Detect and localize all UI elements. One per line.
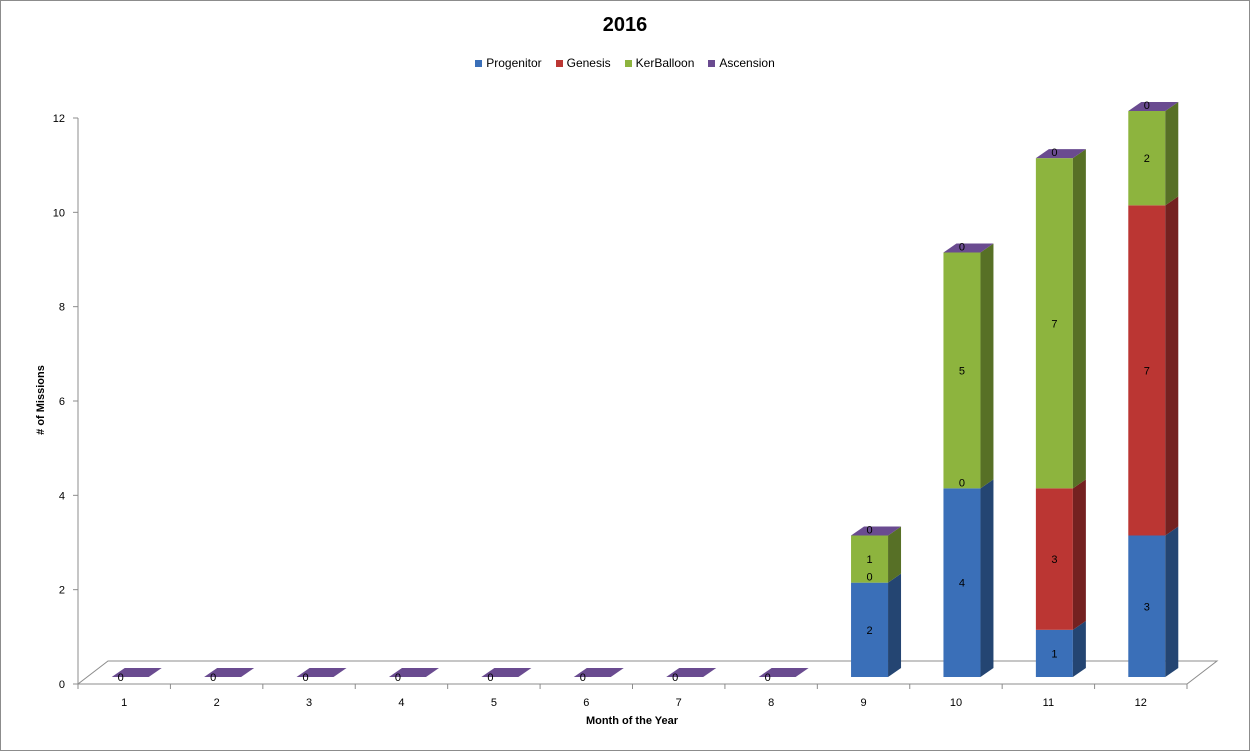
bar-top-cap	[943, 243, 994, 253]
y-tick-label: 4	[59, 490, 65, 502]
bar-segment-kerballoon-front	[1035, 158, 1073, 489]
data-label: 0	[395, 672, 401, 684]
x-axis-label: Month of the Year	[585, 715, 679, 727]
data-label: 0	[1144, 100, 1150, 112]
bar-segment-kerballoon-side	[1072, 149, 1086, 489]
legend-label-progenitor: Progenitor	[486, 56, 542, 70]
x-tick-label: 5	[491, 697, 497, 709]
chart-title: 2016	[602, 14, 648, 36]
data-label: 0	[210, 672, 216, 684]
bar-segment-progenitor-front	[1035, 629, 1073, 677]
bar-segment-kerballoon-front	[1128, 111, 1166, 206]
data-label: 2	[1144, 153, 1150, 165]
data-label: 2	[866, 625, 872, 637]
legend-item-kerballoon: KerBalloon	[624, 56, 695, 70]
data-label: 0	[959, 242, 965, 254]
bar-segment-progenitor-front	[943, 488, 981, 677]
data-label: 1	[866, 554, 872, 566]
x-tick-label: 6	[583, 697, 589, 709]
data-label: 0	[302, 672, 308, 684]
x-tick-label: 11	[1043, 697, 1054, 709]
bar-segment-progenitor-front	[851, 582, 889, 677]
y-tick-label: 0	[59, 679, 65, 691]
x-tick-label: 2	[214, 697, 220, 709]
bar-segment-kerballoon-side	[1165, 102, 1179, 206]
y-tick-label: 10	[53, 207, 65, 219]
x-tick-label: 1	[121, 697, 127, 709]
legend-item-progenitor: Progenitor	[475, 56, 542, 70]
data-label: 4	[959, 578, 965, 590]
data-label: 5	[959, 365, 965, 377]
x-tick-label: 9	[860, 697, 866, 709]
data-label: 0	[118, 672, 124, 684]
bar-segment-progenitor-front	[1128, 535, 1166, 677]
chart-legend: Progenitor Genesis KerBalloon Ascension	[0, 56, 1250, 70]
bar-top-cap	[851, 526, 902, 536]
bar-segment-kerballoon-front	[943, 252, 981, 489]
bar-segment-progenitor-side	[1072, 620, 1086, 677]
y-tick-label: 12	[53, 113, 65, 125]
bar-top-cap	[204, 668, 255, 677]
bar-top-cap	[111, 668, 162, 677]
y-tick-label: 8	[59, 302, 65, 314]
data-label: 0	[1051, 147, 1057, 159]
x-tick-label: 10	[950, 697, 962, 709]
data-label: 0	[959, 477, 965, 489]
bar-segment-progenitor-side	[1165, 526, 1179, 677]
bar-top-cap	[296, 668, 347, 677]
legend-label-kerballoon: KerBalloon	[635, 56, 695, 70]
legend-swatch-progenitor	[475, 59, 483, 67]
bar-top-cap	[481, 668, 532, 677]
bar-top-cap	[1128, 102, 1179, 111]
data-label: 0	[672, 672, 678, 684]
data-label: 7	[1144, 365, 1150, 377]
bar-top-cap	[573, 668, 624, 677]
legend-swatch-kerballoon	[624, 59, 632, 67]
data-label: 3	[1051, 554, 1057, 566]
bar-segment-kerballoon-side	[888, 526, 902, 583]
bar-segment-genesis-front	[1035, 488, 1073, 630]
data-label: 0	[866, 525, 872, 537]
bar-top-cap	[1035, 149, 1086, 159]
x-tick-label: 7	[676, 697, 682, 709]
legend-label-genesis: Genesis	[566, 56, 611, 70]
bar-top-cap	[758, 668, 809, 677]
y-tick-label: 6	[59, 396, 65, 408]
x-tick-label: 4	[398, 697, 404, 709]
data-label: 0	[866, 572, 872, 584]
bar-segment-genesis-side	[1165, 196, 1179, 536]
legend-item-genesis: Genesis	[555, 56, 611, 70]
bar-segment-kerballoon-side	[980, 243, 994, 489]
x-tick-label: 8	[768, 697, 774, 709]
x-tick-label: 3	[306, 697, 312, 709]
bar-segment-kerballoon-front	[851, 535, 889, 583]
data-label: 3	[1144, 601, 1150, 613]
data-label: 1	[1051, 648, 1057, 660]
bar-segment-progenitor-side	[980, 479, 994, 677]
bar-segment-genesis-side	[1072, 479, 1086, 630]
data-label: 0	[487, 672, 493, 684]
data-label: 0	[580, 672, 586, 684]
legend-item-ascension: Ascension	[708, 56, 775, 70]
legend-swatch-ascension	[708, 59, 716, 67]
legend-swatch-genesis	[555, 59, 563, 67]
bar-segment-progenitor-side	[888, 573, 902, 677]
data-label: 0	[765, 672, 771, 684]
legend-label-ascension: Ascension	[719, 56, 775, 70]
data-label: 7	[1051, 318, 1057, 330]
bar-top-cap	[666, 668, 717, 677]
bar-segment-genesis-front	[1128, 205, 1166, 536]
x-tick-label: 12	[1135, 697, 1147, 709]
bar-top-cap	[388, 668, 439, 677]
y-tick-label: 2	[59, 585, 65, 597]
